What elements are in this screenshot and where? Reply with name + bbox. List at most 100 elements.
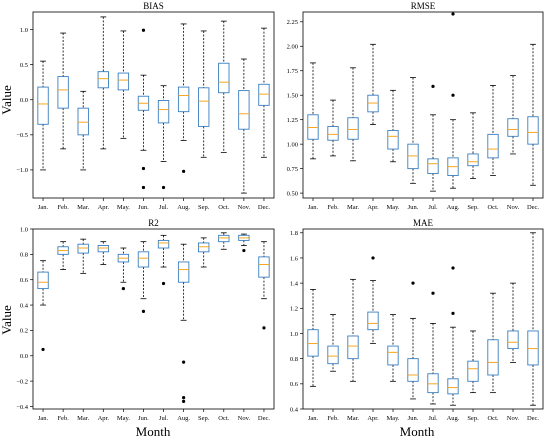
y-tick-label-mae: 1.0 [290, 331, 298, 338]
x-tick-label-mae: May. [386, 415, 399, 422]
box-body [37, 271, 49, 290]
y-tick-label-mae: 0.8 [290, 356, 298, 363]
box-body [137, 251, 150, 268]
x-tick-label-bias: Jun. [138, 204, 149, 211]
box-body [177, 86, 190, 113]
outlier-point [262, 326, 266, 330]
x-tick-label-mae: Dec. [527, 415, 539, 422]
box-mae-9 [467, 330, 479, 394]
x-tick-label-mae: Jun. [408, 415, 419, 422]
outlier-point [182, 169, 186, 173]
box-rmse-12 [527, 43, 539, 186]
box-body [258, 256, 270, 278]
box-body [258, 83, 270, 106]
x-tick-label-rmse: Jun. [408, 204, 419, 211]
y-tick-label-r2: 0.8 [20, 252, 28, 259]
box-body [238, 90, 250, 130]
box-body [387, 130, 399, 150]
y-tick-label-bias: 0.0 [20, 97, 28, 104]
y-tick-label-bias: −1.0 [16, 167, 28, 174]
box-bias-7 [157, 85, 170, 190]
x-tick-label-bias: Apr. [98, 204, 110, 211]
box-r2-8 [177, 243, 190, 403]
box-body [177, 261, 190, 283]
outlier-point [182, 360, 186, 364]
box-body [467, 153, 479, 167]
outlier-point [242, 248, 246, 253]
box-rmse-5 [387, 89, 399, 163]
outlier-point [371, 256, 375, 260]
plot-frame-bias [32, 11, 275, 199]
box-mae-3 [347, 278, 359, 382]
box-rmse-4 [367, 43, 379, 125]
y-tick-label-r2: 0.2 [20, 328, 28, 335]
box-rmse-2 [327, 99, 339, 157]
x-tick-label-bias: Jan. [38, 204, 49, 211]
box-bias-1 [37, 60, 49, 171]
panel-title-r2: R2 [148, 218, 159, 228]
box-rmse-11 [507, 75, 519, 155]
y-axis-label-top: Value [0, 85, 14, 115]
x-tick-label-r2: Jul. [159, 415, 169, 422]
outlier-point [41, 347, 45, 352]
x-tick-label-bias: Jul. [159, 204, 169, 211]
x-tick-label-rmse: Apr. [367, 204, 379, 211]
y-tick-label-rmse: 1.00 [287, 141, 298, 148]
box-bias-8 [177, 23, 190, 173]
y-tick-label-mae: 1.4 [290, 280, 299, 287]
y-tick-label-mae: 1.2 [290, 306, 298, 313]
box-body [57, 76, 69, 109]
x-tick-label-r2: Oct. [218, 415, 229, 422]
panel-r2: R2 −0.4 −0.2 0.0 0.2 0.4 0.6 0.8 1.0 Jan. Feb. Mar.… [16, 218, 275, 422]
box-body [327, 345, 339, 365]
outlier-point [451, 311, 455, 315]
outlier-point [411, 281, 415, 285]
box-mae-1 [307, 289, 319, 387]
box-rmse-10 [487, 85, 499, 176]
box-body [117, 72, 130, 91]
outlier-point [182, 395, 186, 400]
x-tick-label-r2: Jan. [38, 415, 49, 422]
panel-rmse: RMSE 0.50 0.75 1.00 1.25 1.50 1.75 2.00 2.25 Jan.… [287, 1, 544, 211]
outlier-point [451, 93, 455, 97]
panel-title-mae: MAE [413, 218, 434, 228]
outlier-point [141, 309, 146, 313]
box-r2-9 [198, 237, 210, 268]
y-tick-label-bias: 0.5 [20, 62, 28, 69]
x-tick-label-bias: Mar. [77, 204, 89, 211]
box-body [97, 245, 109, 253]
x-tick-label-r2: Dec. [258, 415, 270, 422]
box-body [157, 239, 170, 249]
y-tick-label-r2: −0.2 [16, 378, 28, 385]
x-tick-label-r2: Mar. [77, 415, 89, 422]
box-rmse-1 [307, 62, 319, 160]
x-tick-label-r2: Feb. [57, 415, 69, 422]
x-tick-label-rmse: Jan. [308, 204, 319, 211]
y-tick-label-mae: 1.6 [290, 255, 299, 262]
box-body [507, 330, 519, 350]
x-tick-label-r2: Sep. [198, 415, 210, 422]
x-tick-label-bias: Oct. [218, 204, 229, 211]
box-rmse-9 [467, 112, 479, 179]
y-tick-label-r2: 0.0 [20, 353, 28, 360]
box-body [327, 126, 339, 141]
box-body [527, 330, 539, 366]
outlier-point [431, 291, 435, 295]
x-tick-label-mae: Mar. [347, 415, 359, 422]
box-body [407, 358, 419, 382]
x-tick-label-bias: Sep. [198, 204, 210, 211]
box-mae-10 [487, 292, 499, 394]
box-bias-11 [238, 58, 250, 194]
box-mae-2 [327, 314, 339, 372]
outlier-point [451, 12, 455, 16]
box-mae-12 [527, 232, 539, 406]
x-tick-label-mae: Jan. [308, 415, 319, 422]
box-body [487, 339, 499, 376]
box-rmse-6 [407, 77, 419, 184]
box-body [347, 117, 359, 140]
outlier-point [121, 286, 125, 291]
outlier-point [182, 399, 186, 403]
panel-mae: MAE 0.4 0.6 0.8 1.0 1.2 1.4 1.6 1.8 Jan. Feb. Mar. A… [290, 218, 544, 422]
box-body [218, 62, 230, 94]
